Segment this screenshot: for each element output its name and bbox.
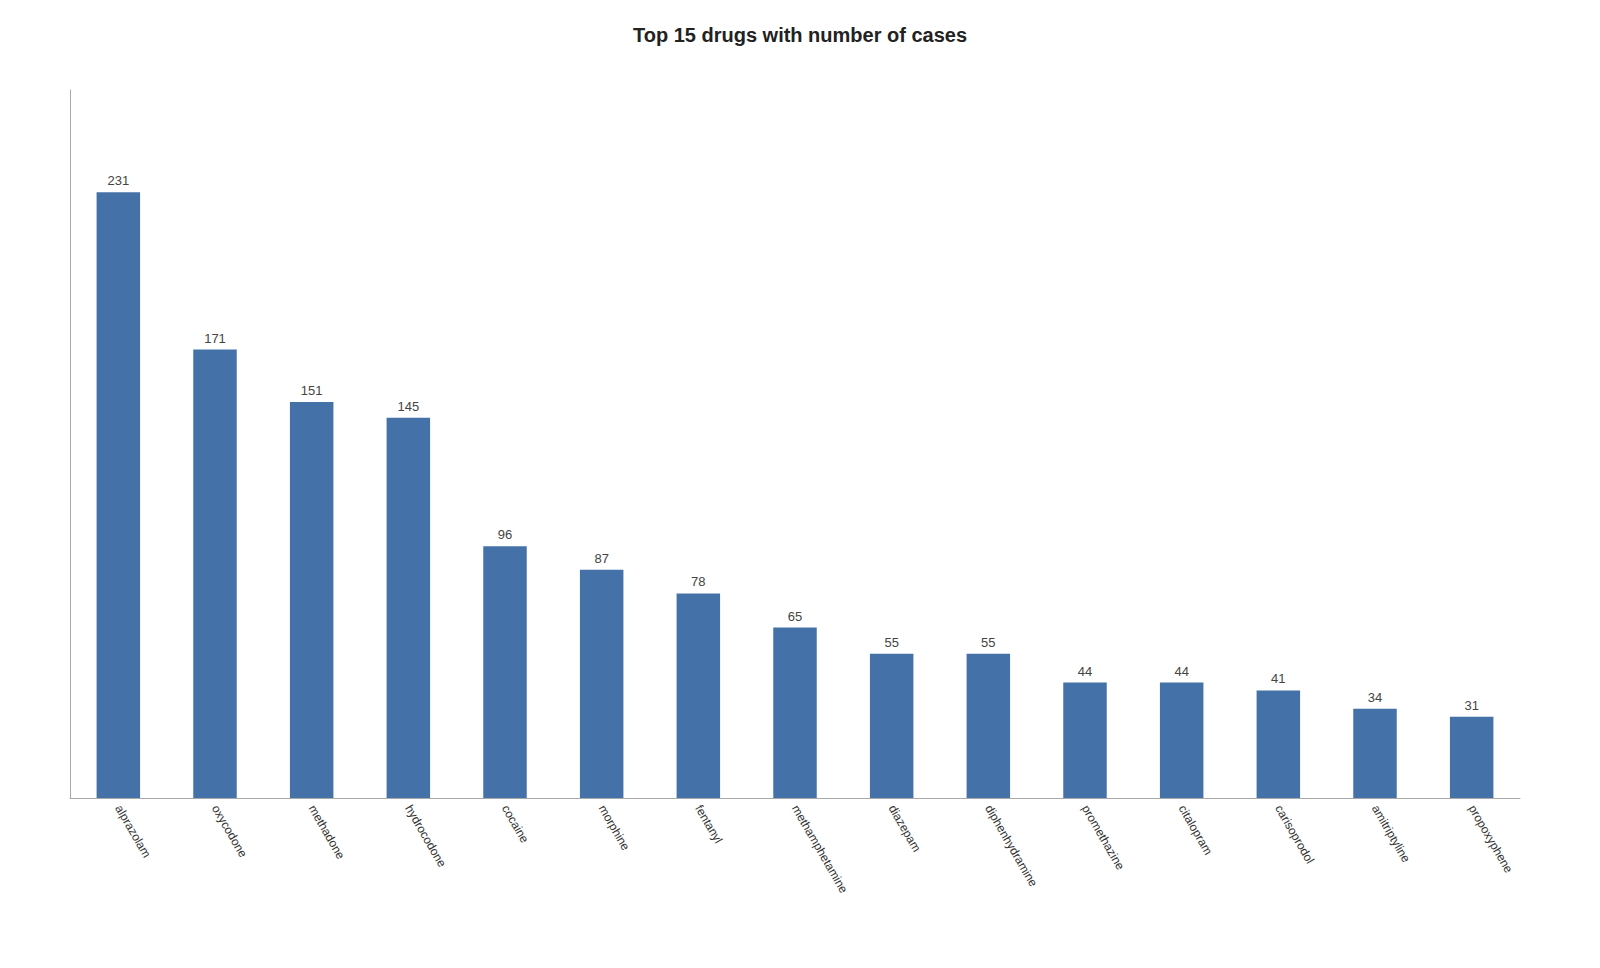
svg-text:fentanyl: fentanyl <box>692 802 725 845</box>
svg-text:methamphetamine: methamphetamine <box>789 802 851 895</box>
svg-text:promethazine: promethazine <box>1079 802 1128 872</box>
svg-text:Top 15 drugs with number of ca: Top 15 drugs with number of cases <box>633 24 967 46</box>
svg-text:alprazolam: alprazolam <box>112 802 153 860</box>
svg-text:171: 171 <box>204 331 226 346</box>
svg-text:carisoprodol: carisoprodol <box>1272 802 1317 866</box>
svg-text:55: 55 <box>981 635 995 650</box>
svg-text:55: 55 <box>884 635 898 650</box>
svg-text:231: 231 <box>107 173 129 188</box>
svg-text:diazepam: diazepam <box>886 802 924 854</box>
svg-text:31: 31 <box>1464 698 1478 713</box>
svg-text:hydrocodone: hydrocodone <box>402 802 449 869</box>
svg-text:44: 44 <box>1174 664 1188 679</box>
svg-text:citalopram: citalopram <box>1176 802 1216 857</box>
svg-text:methadone: methadone <box>306 802 348 861</box>
svg-text:cocaine: cocaine <box>499 802 532 845</box>
svg-text:151: 151 <box>301 383 323 398</box>
svg-text:morphine: morphine <box>596 802 633 853</box>
svg-text:34: 34 <box>1368 690 1382 705</box>
svg-text:amitriptyline: amitriptyline <box>1369 802 1413 865</box>
svg-text:78: 78 <box>691 574 705 589</box>
svg-text:44: 44 <box>1078 664 1092 679</box>
svg-text:diphenhydramine: diphenhydramine <box>982 802 1040 889</box>
svg-text:87: 87 <box>594 551 608 566</box>
svg-text:propoxyphene: propoxyphene <box>1466 802 1516 875</box>
svg-text:65: 65 <box>788 609 802 624</box>
svg-text:96: 96 <box>498 527 512 542</box>
svg-text:oxycodone: oxycodone <box>209 802 250 859</box>
svg-text:145: 145 <box>397 399 419 414</box>
svg-text:41: 41 <box>1271 671 1285 686</box>
